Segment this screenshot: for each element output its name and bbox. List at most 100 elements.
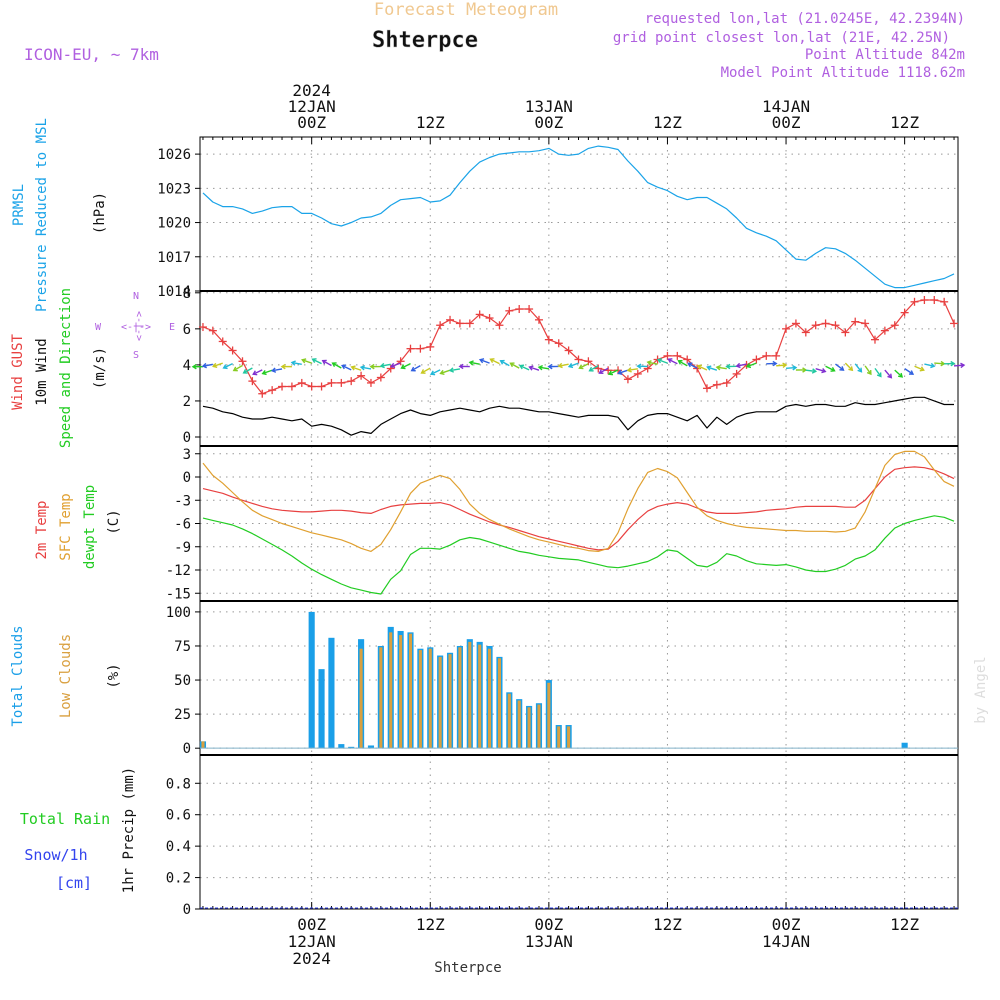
precip-labels: Total Rain Snow/1h [cm] 1hr Precip (mm) bbox=[20, 767, 137, 893]
wind-direction-arrow bbox=[261, 369, 273, 376]
cm-unit-label: [cm] bbox=[56, 874, 92, 892]
y-tick-label: 1023 bbox=[157, 181, 191, 197]
arrow-head bbox=[359, 365, 366, 371]
wind-gust-point bbox=[366, 378, 375, 387]
low-clouds-bar bbox=[537, 704, 541, 749]
arrow-shaft bbox=[469, 361, 480, 365]
arrow-shaft bbox=[302, 359, 312, 364]
wind-gust-point bbox=[208, 326, 217, 335]
arrow-head bbox=[696, 364, 702, 370]
arrow-shaft bbox=[884, 369, 892, 379]
station-name: Shterpce bbox=[372, 28, 478, 53]
wind-gust-point bbox=[722, 378, 731, 387]
arrow-head bbox=[598, 369, 604, 374]
arrow-shaft bbox=[874, 367, 882, 377]
wind-gust-point bbox=[870, 335, 879, 344]
arrow-shaft bbox=[243, 367, 253, 374]
wind-direction-arrow bbox=[191, 363, 203, 370]
wind-gust-point bbox=[940, 297, 949, 306]
wind-gust-point bbox=[198, 323, 207, 332]
arrow-shaft bbox=[894, 369, 903, 378]
arrow-shaft bbox=[223, 362, 233, 369]
arrow-shaft bbox=[688, 362, 698, 369]
y-tick-label: 0 bbox=[183, 902, 191, 918]
wind-direction-arrow bbox=[914, 365, 925, 372]
wind-gust-point bbox=[505, 306, 514, 315]
arrow-shaft bbox=[716, 366, 727, 370]
wind-gust-point bbox=[357, 371, 366, 380]
compass-arrows-h: <-|-> bbox=[121, 322, 151, 333]
arrow-shaft bbox=[440, 369, 451, 375]
arrow-head bbox=[201, 362, 207, 369]
top-time-label: 12Z bbox=[890, 113, 919, 132]
wind-gust-point bbox=[278, 382, 287, 391]
wind-gust-point bbox=[791, 319, 800, 328]
wind-gust-point bbox=[930, 296, 939, 305]
arrow-head bbox=[706, 365, 712, 371]
prmsl-line bbox=[202, 145, 955, 289]
arrow-shaft bbox=[668, 358, 678, 365]
wind-gust-point bbox=[880, 326, 889, 335]
arrow-head bbox=[687, 362, 693, 368]
wind-gust-point bbox=[268, 386, 277, 395]
wind-direction-arrow bbox=[400, 363, 411, 370]
footer-station: Shterpce bbox=[434, 960, 501, 976]
wind-gust-point bbox=[564, 346, 573, 355]
grid-point-location: grid point closest lon,lat (21E, 42.25N) bbox=[613, 30, 950, 46]
arrow-shaft bbox=[785, 366, 797, 369]
wind-direction-arrow bbox=[656, 358, 668, 364]
wind-gust-point bbox=[633, 369, 642, 378]
y-tick-label: 0.4 bbox=[166, 839, 191, 855]
wind-gust-point bbox=[544, 335, 553, 344]
arrow-shaft bbox=[589, 365, 599, 372]
y-tick-label: 0.8 bbox=[166, 776, 191, 792]
arrow-shaft bbox=[262, 369, 273, 375]
wind-direction-arrow bbox=[944, 360, 956, 367]
wind-direction-arrow bbox=[341, 364, 352, 371]
y-tick-label: 3 bbox=[183, 447, 191, 463]
arrow-shaft bbox=[618, 369, 629, 374]
wind-direction-arrow bbox=[429, 369, 441, 376]
arrow-head bbox=[369, 363, 375, 370]
watermark: by Angel bbox=[973, 656, 989, 723]
wind-gust-point bbox=[752, 355, 761, 364]
arrow-head bbox=[866, 370, 872, 376]
arrow-head bbox=[429, 370, 436, 376]
wind-direction-arrow bbox=[626, 367, 638, 373]
wind-direction-arrow bbox=[706, 365, 718, 371]
y-tick-label: 2 bbox=[183, 394, 191, 410]
arrow-head bbox=[667, 358, 673, 364]
wind-gust-point bbox=[702, 384, 711, 393]
wind-direction-arrow bbox=[252, 369, 263, 376]
wind-gust-point bbox=[317, 382, 326, 391]
arrow-shaft bbox=[599, 367, 609, 374]
top-time-label: 13JAN bbox=[525, 97, 573, 116]
wind-direction-arrow bbox=[212, 362, 223, 369]
low-clouds-bar bbox=[468, 641, 472, 749]
wind-direction-arrow bbox=[696, 364, 708, 371]
wind-gust-line bbox=[202, 299, 955, 395]
arrow-head bbox=[410, 366, 416, 372]
wind-gust-point bbox=[900, 308, 909, 317]
sfc-temp-line bbox=[202, 450, 955, 553]
low-clouds-bar bbox=[478, 644, 482, 749]
wind-direction-arrow bbox=[735, 362, 747, 369]
wind-direction-arrow bbox=[715, 364, 727, 371]
compass-e: E bbox=[169, 322, 175, 333]
low-clouds-bar bbox=[507, 693, 511, 749]
arrow-head bbox=[715, 364, 721, 371]
arrow-head bbox=[389, 362, 396, 369]
arrow-shaft bbox=[233, 364, 243, 372]
total-rain-label: Total Rain bbox=[20, 810, 110, 828]
low-clouds-bar bbox=[567, 726, 571, 749]
wind-direction-arrow bbox=[518, 364, 530, 371]
bottom-time-label: 12JAN bbox=[288, 932, 336, 951]
arrow-shaft bbox=[351, 366, 362, 371]
arrow-shaft bbox=[627, 368, 638, 372]
y-tick-label: 0 bbox=[183, 430, 191, 446]
wind-gust-point bbox=[801, 328, 810, 337]
wind-gust-point bbox=[950, 319, 959, 328]
arrow-head bbox=[448, 367, 455, 373]
arrow-shaft bbox=[312, 358, 322, 365]
